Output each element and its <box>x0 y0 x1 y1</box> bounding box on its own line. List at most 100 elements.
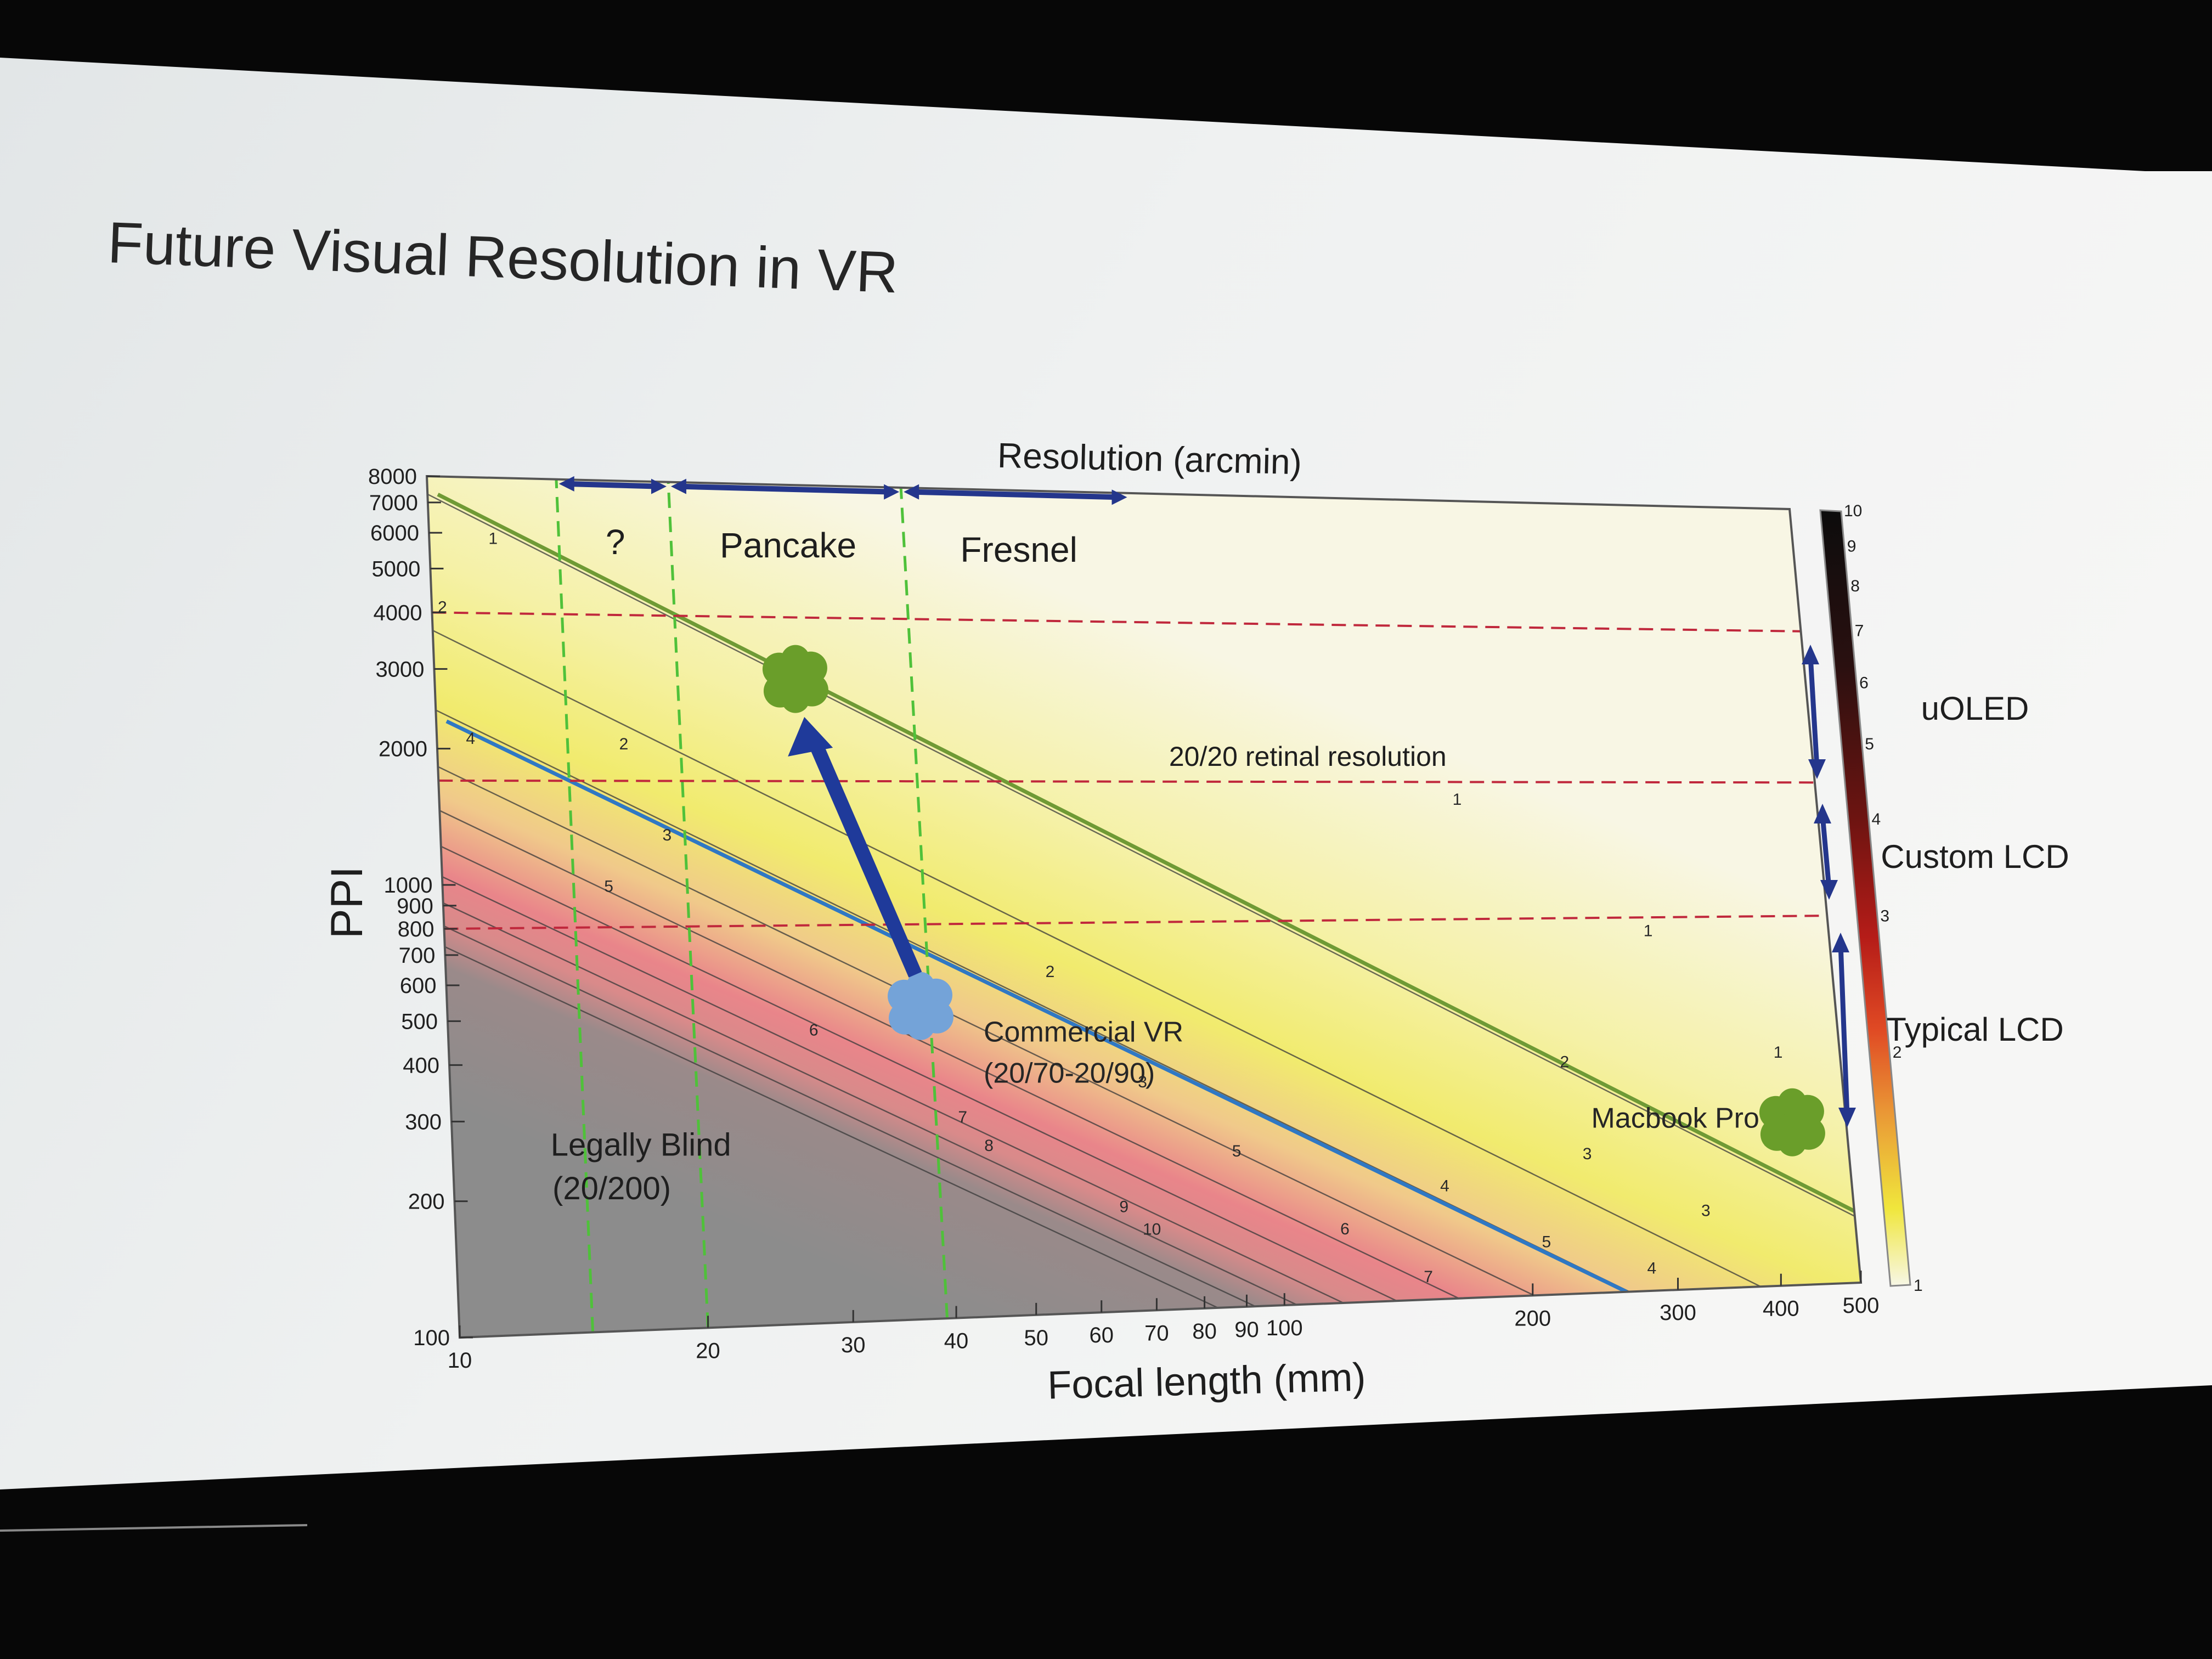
contour-label-1-1: 1 <box>1644 922 1653 940</box>
colorbar-tick-label-6: 7 <box>1855 622 1864 640</box>
contour-line-1 <box>427 493 1855 1217</box>
colorbar-tick-label-4: 5 <box>1865 735 1874 753</box>
y-axis-label: PPI <box>322 866 372 939</box>
region-label-0: Legally Blind <box>551 1127 731 1163</box>
data-point-blob-2-5 <box>1778 1088 1807 1117</box>
range-arrowhead-right-2 <box>1111 489 1127 505</box>
contour-label-3-0: 3 <box>1138 1073 1147 1091</box>
colorbar-side-label-2: Typical LCD <box>1886 1011 2063 1048</box>
data-point-blob-2-6 <box>1778 1127 1807 1156</box>
range-arrow-0 <box>566 481 659 489</box>
series-line-1 <box>445 719 1628 1294</box>
contour-line-7 <box>442 876 1861 1338</box>
contour-label-6-1: 6 <box>1340 1220 1350 1238</box>
colorbar-tick-label-9: 10 <box>1844 502 1862 520</box>
colorbar-tick-label-7: 8 <box>1850 577 1860 595</box>
colorbar-tick-label-8: 9 <box>1847 538 1857 556</box>
data-point-blob-1-5 <box>906 972 935 1001</box>
contour-label-1-2: 1 <box>1774 1043 1783 1062</box>
y-tick-label-8: 900 <box>397 894 433 918</box>
y-tick-label-0: 100 <box>413 1326 450 1350</box>
colorbar-range-arrowhead-top-0 <box>1802 645 1819 664</box>
contour-label-4-0: 4 <box>1440 1177 1449 1195</box>
y-tick-label-3: 400 <box>403 1053 439 1077</box>
range-arrow-2 <box>911 489 1120 500</box>
horizontal-dashed-line-1 <box>438 779 1826 784</box>
y-tick-label-9: 1000 <box>383 873 432 898</box>
guide-lines <box>432 479 1855 1333</box>
region-label-1: (20/200) <box>552 1171 671 1206</box>
colorbar-range-arrow-1 <box>1820 814 1832 889</box>
y-tick-label-6: 700 <box>399 944 436 968</box>
colorbar-range-arrow-2 <box>1838 943 1850 1117</box>
x-tick-label-13: 500 <box>1843 1294 1880 1318</box>
colorbar-side-label-0: uOLED <box>1921 690 2029 727</box>
x-tick-label-10: 200 <box>1514 1306 1551 1330</box>
contour-label-7-0: 7 <box>958 1108 967 1126</box>
colorbar-range-arrowhead-top-1 <box>1814 804 1831 823</box>
x-tick-label-7: 80 <box>1192 1319 1217 1344</box>
contour-label-2-4: 2 <box>438 599 447 617</box>
x-tick-label-9: 100 <box>1266 1316 1303 1340</box>
range-label-2: Fresnel <box>960 530 1077 569</box>
contour-label-8-0: 8 <box>984 1137 994 1155</box>
contour-label-1-3: 1 <box>488 530 498 548</box>
improvement-arrow <box>805 732 922 978</box>
y-tick-label-4: 500 <box>401 1009 438 1034</box>
plot-area: 10 20 30 40 50 60 70 80 90 100 200 300 400 500 100 200 3… <box>368 465 1879 1373</box>
x-tick-label-0: 10 <box>448 1348 472 1373</box>
contour-line-10 <box>444 946 1861 1338</box>
colorbar-side-labels: uOLED Custom LCD Typical LCD <box>1802 645 2069 1127</box>
contour-label-3-2: 3 <box>1701 1202 1711 1220</box>
contour-label-7-1: 7 <box>1424 1268 1433 1286</box>
y-tick-label-5: 600 <box>400 974 437 998</box>
contour-line-9 <box>443 925 1861 1338</box>
colorbar: 1 2 3 4 5 6 7 8 9 10 uOLED Custom LCD Typical LCD <box>1802 502 2069 1295</box>
data-point-1 <box>888 972 954 1040</box>
contour-label-5-1: 5 <box>1542 1233 1551 1251</box>
colorbar-tick-label-0: 1 <box>1914 1277 1923 1295</box>
axis-ticks: 10 20 30 40 50 60 70 80 90 100 200 300 400 500 100 200 3… <box>368 465 1879 1373</box>
colorbar-range-arrow-0 <box>1808 655 1820 769</box>
contour-label-9-0: 9 <box>1119 1198 1128 1216</box>
vertical-dashed-line-0 <box>555 479 595 1333</box>
contour-label-3-3: 3 <box>662 826 672 844</box>
x-tick-label-8: 90 <box>1234 1318 1259 1342</box>
contour-lines <box>427 493 1861 1338</box>
contour-label-2-3: 2 <box>619 735 629 753</box>
x-tick-label-1: 20 <box>696 1339 720 1363</box>
contour-label-5-0: 5 <box>1232 1142 1242 1160</box>
colorbar-fill <box>1819 509 1911 1287</box>
y-tick-label-2: 300 <box>405 1110 442 1134</box>
contour-label-5-2: 5 <box>604 878 613 896</box>
range-arrowhead-left-2 <box>904 484 919 500</box>
contour-line-5 <box>439 810 1861 1338</box>
colorbar-range-arrowhead-top-2 <box>1832 933 1849 952</box>
colorbar-tick-label-3: 4 <box>1872 810 1881 828</box>
contour-label-1-0: 1 <box>1453 791 1462 809</box>
contour-line-6 <box>441 845 1861 1338</box>
y-tick-label-1: 200 <box>408 1190 445 1214</box>
colorbar-ticks: 1 2 3 4 5 6 7 8 9 10 <box>1844 502 1923 1295</box>
colorbar-tick-label-2: 3 <box>1880 907 1889 925</box>
range-arrows: ? Pancake Fresnel <box>558 476 1127 569</box>
range-arrowhead-right-1 <box>884 484 900 500</box>
colorbar-range-arrowhead-bottom-0 <box>1808 759 1826 779</box>
chart-title: Resolution (arcmin) <box>997 436 1302 482</box>
range-arrowhead-right-0 <box>651 478 667 494</box>
data-point-sublabel-1: (20/70-20/90) <box>984 1058 1155 1090</box>
colorbar-range-arrowhead-bottom-2 <box>1838 1108 1856 1127</box>
contour-label-2-1: 2 <box>1560 1053 1569 1071</box>
horizontal-dashed-line-0 <box>432 611 1812 633</box>
contour-line-4 <box>437 766 1861 1338</box>
contour-label-3-1: 3 <box>1583 1145 1592 1163</box>
contour-line-2 <box>432 630 1861 1338</box>
chart-marks: 111122222333344455566778910Commercial VR… <box>438 530 1825 1286</box>
data-point-label-2: Macbook Pro <box>1592 1103 1759 1135</box>
range-arrow-1 <box>678 483 892 495</box>
x-tick-label-3: 40 <box>944 1329 969 1353</box>
x-tick-label-5: 60 <box>1090 1323 1114 1347</box>
y-tick-label-14: 6000 <box>370 521 419 545</box>
x-tick-label-4: 50 <box>1024 1326 1048 1350</box>
range-label-0: ? <box>606 522 625 562</box>
